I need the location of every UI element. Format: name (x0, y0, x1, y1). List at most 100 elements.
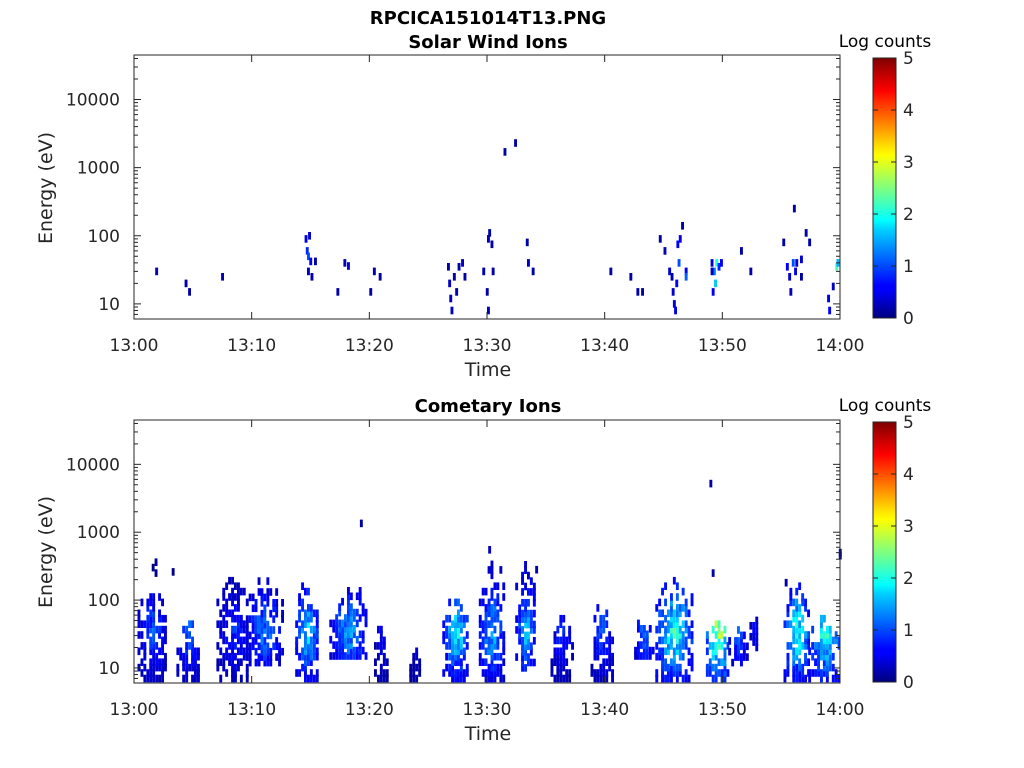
heatmap-cell (263, 658, 267, 667)
heatmap-cell (675, 636, 679, 645)
heatmap-cell (807, 636, 810, 645)
heatmap-cell (278, 642, 281, 651)
heatmap-cell (792, 658, 796, 666)
heatmap-cell (484, 604, 488, 612)
heatmap-cell (493, 636, 497, 645)
heatmap-cell (795, 587, 799, 596)
heatmap-cell (344, 635, 347, 644)
heatmap-cell (385, 669, 389, 677)
heatmap-cell (364, 619, 368, 628)
heatmap-cell (161, 598, 164, 607)
heatmap-cell (332, 652, 336, 660)
heatmap-cell (149, 614, 153, 623)
heatmap-cell (335, 614, 339, 622)
heatmap-cell (228, 593, 231, 601)
heatmap-cell (672, 669, 676, 677)
heatmap-cell (825, 663, 829, 672)
heatmap-cell (820, 631, 823, 639)
heatmap-cell (684, 273, 688, 281)
heatmap-cell (529, 620, 533, 629)
heatmap-cell (822, 647, 826, 656)
heatmap-cell (532, 609, 536, 618)
heatmap-cell (789, 288, 793, 296)
heatmap-cell (191, 636, 194, 645)
heatmap-cell (488, 229, 492, 237)
heatmap-cell (664, 674, 667, 683)
heatmap-cell (451, 674, 454, 683)
colorbar-tick-label: 4 (903, 101, 914, 121)
heatmap-cell (225, 669, 229, 677)
heatmap-cell (341, 630, 344, 639)
heatmap-cell (608, 647, 612, 656)
heatmap-cell (602, 620, 606, 628)
heatmap-cell (711, 663, 715, 672)
heatmap-cell (347, 646, 350, 655)
heatmap-cell (740, 653, 743, 661)
heatmap-cell (711, 642, 715, 650)
heatmap-cell (349, 635, 353, 644)
heatmap-cell (792, 609, 796, 618)
heatmap-cell (164, 658, 167, 666)
heatmap-cell (527, 571, 530, 580)
heatmap-cell (343, 259, 347, 267)
heatmap-cell (562, 647, 566, 656)
heatmap-cell (281, 647, 284, 656)
heatmap-cell (459, 625, 463, 634)
heatmap-cell (304, 614, 307, 623)
heatmap-cell (490, 642, 494, 650)
heatmap-cell (263, 653, 267, 661)
heatmap-cell (562, 642, 566, 650)
heatmap-cell (301, 625, 304, 634)
heatmap-cell (347, 625, 350, 633)
heatmap-cell (664, 598, 667, 607)
heatmap-cell (527, 642, 530, 650)
heatmap-cell (194, 663, 197, 672)
heatmap-cell (369, 288, 373, 296)
heatmap-cell (487, 609, 491, 618)
heatmap-cell (642, 630, 646, 639)
colorbar-tick-label: 1 (903, 257, 914, 277)
heatmap-cell (677, 259, 681, 267)
heatmap-cell (605, 609, 609, 618)
heatmap-cell (269, 609, 273, 618)
heatmap-cell (484, 636, 488, 645)
heatmap-cell (490, 614, 494, 623)
heatmap-cell (459, 658, 463, 666)
heatmap-cell (451, 669, 454, 677)
heatmap-cell (661, 674, 664, 683)
heatmap-cell (817, 647, 820, 656)
heatmap-cell (275, 642, 279, 651)
heatmap-cell (670, 609, 673, 618)
heatmap-cell (593, 674, 597, 683)
heatmap-cell (298, 625, 301, 634)
heatmap-cell (448, 652, 452, 661)
heatmap-cell (315, 674, 319, 683)
heatmap-cell (792, 636, 796, 645)
heatmap-cell (807, 642, 810, 650)
heatmap-cell (239, 674, 243, 683)
heatmap-cell (562, 614, 566, 623)
heatmap-cell (798, 631, 802, 639)
heatmap-cell (315, 669, 319, 677)
heatmap-cell (642, 652, 646, 660)
heatmap-cell (222, 593, 226, 601)
heatmap-cell (553, 631, 557, 639)
heatmap-cell (801, 663, 805, 672)
heatmap-cell (275, 599, 279, 607)
heatmap-cell (266, 647, 270, 656)
heatmap-cell (409, 674, 413, 683)
heatmap-cell (329, 635, 333, 644)
heatmap-cell (335, 646, 339, 655)
heatmap-cell (231, 647, 234, 656)
heatmap-cell (481, 669, 485, 677)
heatmap-cell (191, 674, 194, 683)
heatmap-cell (670, 620, 673, 628)
heatmap-cell (307, 587, 310, 596)
heatmap-cell (140, 669, 144, 677)
heatmap-cell (515, 615, 519, 623)
heatmap-cell (490, 663, 494, 672)
heatmap-cell (257, 588, 261, 596)
solar-wind-y-ticks: 10 100 1000 10000 (66, 57, 840, 320)
heatmap-cell (222, 658, 226, 666)
heatmap-cell (336, 288, 340, 296)
